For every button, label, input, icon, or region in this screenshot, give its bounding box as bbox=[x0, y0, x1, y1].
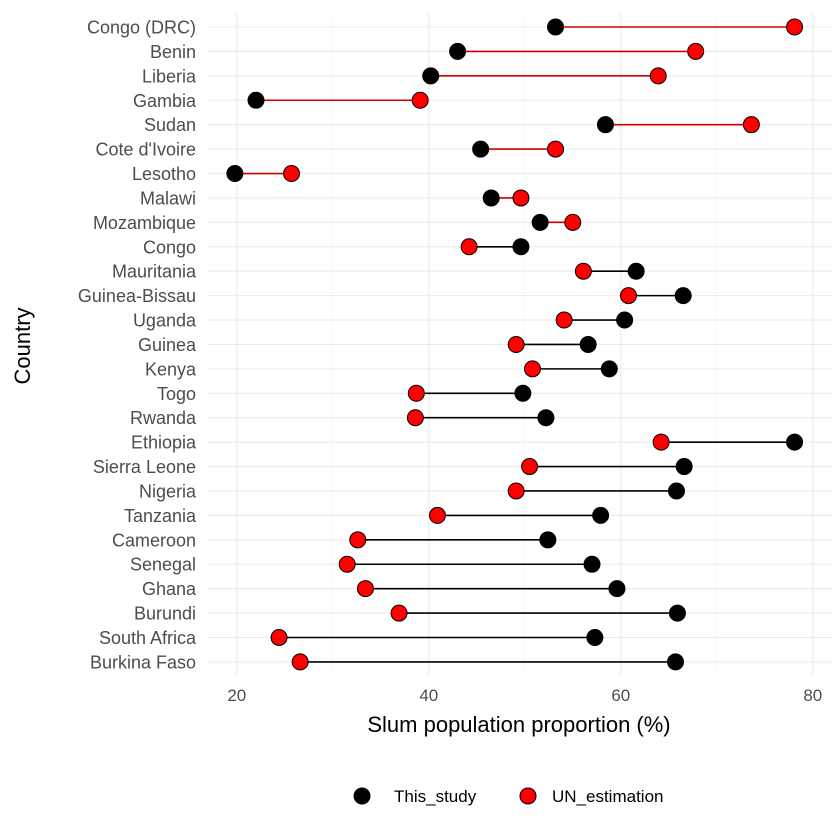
point-this-study-nigeria bbox=[667, 482, 685, 500]
point-un-estimation-guinea bbox=[507, 335, 525, 353]
category-labels: Congo (DRC) Benin Liberia Gambia Sudan Cote d… bbox=[78, 18, 197, 673]
category-label-cameroon: Cameroon bbox=[112, 530, 196, 550]
point-this-study-senegal bbox=[583, 555, 601, 573]
y-axis-title: Country bbox=[10, 307, 35, 384]
point-this-study-togo bbox=[514, 384, 532, 402]
point-this-study-gambia bbox=[247, 91, 265, 109]
category-label-rwanda: Rwanda bbox=[130, 408, 197, 428]
x-tick-label: 80 bbox=[803, 686, 822, 705]
point-this-study-sierra-leone bbox=[675, 458, 693, 476]
point-this-study-malawi bbox=[482, 189, 500, 207]
legend: This_study UN_estimation bbox=[353, 787, 664, 806]
point-this-study-burkina-faso bbox=[667, 653, 685, 671]
point-this-study-ethiopia bbox=[786, 433, 804, 451]
point-un-estimation-mozambique bbox=[564, 213, 582, 231]
x-tick-labels: 20 40 60 80 bbox=[227, 686, 822, 705]
category-label-gambia: Gambia bbox=[133, 91, 197, 111]
point-this-study-ghana bbox=[608, 580, 626, 598]
category-label-guinea-bissau: Guinea-Bissau bbox=[78, 286, 196, 306]
point-this-study-guinea bbox=[579, 335, 597, 353]
point-un-estimation-ethiopia bbox=[652, 433, 670, 451]
category-label-benin: Benin bbox=[150, 42, 196, 62]
point-un-estimation-liberia bbox=[649, 67, 667, 85]
category-label-tanzania: Tanzania bbox=[124, 506, 197, 526]
point-this-study-uganda bbox=[616, 311, 634, 329]
category-label-mauritania: Mauritania bbox=[112, 262, 197, 282]
category-label-malawi: Malawi bbox=[140, 188, 196, 208]
category-label-burundi: Burundi bbox=[134, 604, 196, 624]
point-un-estimation-rwanda bbox=[406, 409, 424, 427]
category-label-nigeria: Nigeria bbox=[139, 481, 197, 501]
point-un-estimation-congo bbox=[460, 238, 478, 256]
legend-marker-this-study bbox=[353, 787, 371, 805]
category-label-lesotho: Lesotho bbox=[132, 164, 196, 184]
x-tick-label: 40 bbox=[419, 686, 438, 705]
point-this-study-benin bbox=[449, 42, 467, 60]
point-this-study-sudan bbox=[596, 116, 614, 134]
point-un-estimation-lesotho bbox=[283, 165, 301, 183]
legend-label-this-study: This_study bbox=[394, 787, 477, 806]
point-this-study-lesotho bbox=[226, 165, 244, 183]
point-un-estimation-nigeria bbox=[507, 482, 525, 500]
point-un-estimation-benin bbox=[687, 42, 705, 60]
point-un-estimation-sudan bbox=[742, 116, 760, 134]
point-un-estimation-gambia bbox=[411, 91, 429, 109]
point-un-estimation-ghana bbox=[356, 580, 374, 598]
category-label-south-africa: South Africa bbox=[99, 628, 197, 648]
category-label-kenya: Kenya bbox=[145, 359, 197, 379]
category-label-sierra-leone: Sierra Leone bbox=[93, 457, 196, 477]
point-un-estimation-sierra-leone bbox=[521, 458, 539, 476]
point-un-estimation-cameroon bbox=[349, 531, 367, 549]
point-un-estimation-burundi bbox=[390, 604, 408, 622]
x-tick-label: 20 bbox=[227, 686, 246, 705]
category-label-liberia: Liberia bbox=[142, 66, 197, 86]
category-label-ghana: Ghana bbox=[142, 579, 197, 599]
category-label-ethiopia: Ethiopia bbox=[131, 433, 197, 453]
category-label-congo: Congo bbox=[143, 237, 196, 257]
point-un-estimation-south-africa bbox=[270, 629, 288, 646]
category-label-senegal: Senegal bbox=[130, 555, 196, 575]
point-un-estimation-kenya bbox=[523, 360, 541, 378]
x-tick-label: 60 bbox=[611, 686, 630, 705]
legend-label-un-estimation: UN_estimation bbox=[552, 787, 664, 806]
point-un-estimation-congo-drc bbox=[786, 18, 804, 36]
point-this-study-cote-d-ivoire bbox=[472, 140, 490, 158]
point-this-study-congo-drc bbox=[547, 18, 565, 36]
point-un-estimation-senegal bbox=[338, 555, 356, 573]
point-this-study-liberia bbox=[422, 67, 440, 85]
point-un-estimation-tanzania bbox=[428, 506, 446, 524]
point-this-study-congo bbox=[512, 238, 530, 256]
category-label-cote-d-ivoire: Cote d'Ivoire bbox=[96, 140, 197, 160]
point-this-study-mozambique bbox=[531, 213, 549, 231]
point-this-study-tanzania bbox=[592, 506, 610, 524]
category-label-sudan: Sudan bbox=[144, 115, 196, 135]
category-label-mozambique: Mozambique bbox=[93, 213, 196, 233]
point-this-study-mauritania bbox=[627, 262, 645, 280]
point-this-study-guinea-bissau bbox=[674, 287, 692, 305]
point-un-estimation-cote-d-ivoire bbox=[547, 140, 565, 158]
point-un-estimation-guinea-bissau bbox=[619, 287, 637, 305]
category-label-burkina-faso: Burkina Faso bbox=[90, 652, 196, 672]
category-label-congo-drc: Congo (DRC) bbox=[87, 18, 196, 38]
point-un-estimation-togo bbox=[407, 384, 425, 402]
dumbbell-segments bbox=[234, 26, 795, 663]
point-this-study-kenya bbox=[600, 360, 618, 378]
category-label-guinea: Guinea bbox=[138, 335, 197, 355]
point-this-study-cameroon bbox=[539, 531, 557, 549]
x-axis-title: Slum population proportion (%) bbox=[367, 712, 670, 737]
point-un-estimation-burkina-faso bbox=[291, 653, 309, 671]
point-un-estimation-mauritania bbox=[574, 262, 592, 280]
point-this-study-south-africa bbox=[586, 629, 604, 646]
point-this-study-rwanda bbox=[537, 409, 555, 427]
point-un-estimation-uganda bbox=[555, 311, 573, 329]
category-label-uganda: Uganda bbox=[133, 311, 197, 331]
point-un-estimation-malawi bbox=[512, 189, 530, 207]
point-this-study-burundi bbox=[668, 604, 686, 622]
category-label-togo: Togo bbox=[157, 384, 196, 404]
data-points bbox=[226, 18, 804, 671]
legend-marker-un-estimation bbox=[519, 787, 537, 805]
